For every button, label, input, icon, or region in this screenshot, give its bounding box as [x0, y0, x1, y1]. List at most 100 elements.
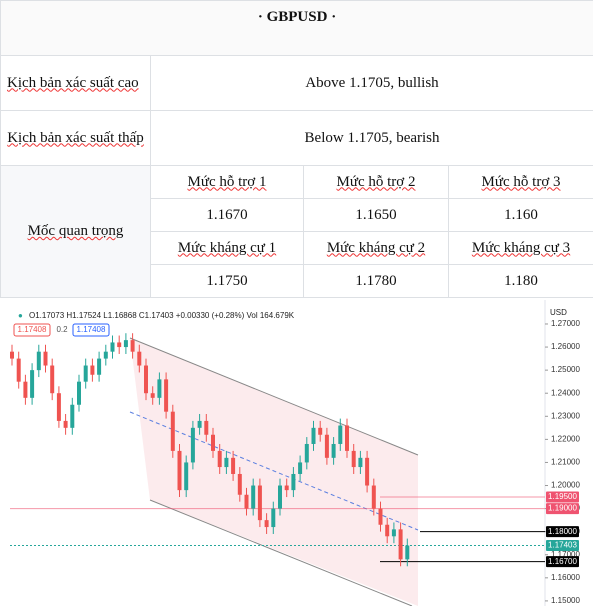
candle-body	[63, 420, 68, 428]
candle-body	[385, 524, 390, 537]
cell: 1.1650	[303, 198, 449, 232]
candle-body	[50, 365, 55, 394]
cell: Below 1.1705, bearish	[149, 110, 593, 166]
candle-body	[123, 340, 128, 348]
y-tick-label: 1.27000	[551, 319, 580, 328]
candle-body	[110, 342, 115, 352]
level-label: 1.17403	[548, 541, 577, 550]
y-tick-label: 1.26000	[551, 342, 580, 351]
candle-body	[271, 508, 276, 528]
cell: 1.180	[447, 264, 593, 298]
candle-body	[365, 457, 370, 486]
channel-fill	[130, 338, 418, 606]
level-label: 1.19000	[548, 504, 577, 513]
level-label: 1.19500	[548, 492, 577, 501]
candle-body	[298, 462, 303, 474]
candle-body	[43, 351, 48, 366]
cell: 1.1670	[150, 198, 304, 232]
cell: Mức hỗ trợ 1	[150, 165, 304, 199]
candle-body	[351, 450, 356, 468]
channel-mid	[129, 411, 419, 531]
cell: 1.160	[447, 198, 593, 232]
candle-body	[170, 411, 175, 451]
candle-body	[371, 485, 376, 509]
candle-body	[345, 425, 349, 451]
candle-body	[150, 393, 155, 398]
candle-body	[36, 351, 41, 371]
level-box	[546, 556, 579, 568]
badge: 0.2	[56, 325, 68, 334]
candle-body	[378, 508, 383, 525]
row-label: Kịch bản xác suất thấp	[0, 110, 151, 166]
channel-lower	[149, 499, 413, 606]
y-tick-label: 1.20000	[551, 481, 580, 490]
candle-body	[10, 351, 14, 359]
y-tick-label: 1.22000	[551, 434, 580, 443]
candle-body	[130, 340, 135, 352]
row-label: Mốc quan trọng	[0, 165, 151, 298]
y-tick-label: 1.24000	[551, 388, 580, 397]
candle-body	[391, 529, 396, 537]
candle-body	[90, 365, 95, 375]
candle-body	[324, 434, 329, 458]
badge: 1.17408	[77, 325, 106, 334]
candle-body	[56, 393, 61, 421]
badge-box	[72, 323, 110, 337]
candle-body	[83, 365, 88, 382]
candle-body	[23, 381, 28, 398]
candle-body	[358, 457, 363, 468]
candle-body	[405, 545, 410, 560]
candle-body	[30, 370, 35, 398]
candle-body	[117, 342, 122, 348]
level-label: 1.18000	[548, 527, 577, 536]
candle-body	[197, 420, 202, 428]
y-tick-label: 1.25000	[551, 365, 580, 374]
candle-body	[304, 443, 309, 463]
candle-body	[338, 425, 343, 444]
cell: Mức kháng cự 3	[447, 231, 593, 265]
candle-body	[224, 457, 229, 468]
y-tick-label: 1.21000	[551, 458, 580, 467]
cell: Mức kháng cự 1	[150, 231, 304, 265]
candle-body	[137, 351, 142, 366]
candle-body	[231, 457, 236, 474]
channel-upper	[129, 337, 419, 456]
candle-body	[157, 379, 162, 398]
y-tick-label: 1.17000	[551, 550, 580, 559]
candle-body	[311, 427, 316, 444]
row-label: Kịch bản xác suất cao	[0, 55, 151, 111]
info-table: · GBPUSD · Kịch bản xác suất cao Above 1.…	[0, 0, 593, 298]
candle-body	[284, 485, 289, 491]
cell: Above 1.1705, bullish	[149, 55, 593, 111]
candle-body	[184, 462, 189, 491]
title: · GBPUSD ·	[0, 0, 593, 56]
candle-body	[257, 485, 262, 521]
chart: ● O1.17073 H1.17524 L1.16868 C1.17403 +0…	[0, 300, 593, 606]
symbol-dot: ●	[18, 311, 23, 320]
y-tick-label: 1.15000	[551, 596, 580, 605]
level-box	[546, 503, 579, 515]
ohlc: O1.17073 H1.17524 L1.16868 C1.17403 +0.0…	[29, 311, 295, 320]
candle-body	[204, 420, 209, 435]
candle-body	[164, 379, 169, 412]
candle-body	[217, 450, 222, 468]
level-box	[546, 491, 579, 503]
candle-body	[251, 485, 256, 509]
candle-body	[103, 351, 108, 359]
candle-body	[16, 358, 21, 382]
candle-body	[331, 443, 336, 458]
cell: 1.1780	[303, 264, 449, 298]
badge: 1.17408	[18, 325, 47, 334]
candle-body	[211, 434, 215, 451]
level-box	[546, 539, 579, 551]
candle-body	[264, 520, 269, 528]
candle-body	[70, 404, 75, 428]
badge-box	[13, 323, 51, 337]
cell: 1.1750	[150, 264, 304, 298]
candle-body	[77, 381, 81, 405]
level-box	[546, 526, 579, 538]
candle-body	[190, 427, 195, 463]
candle-body	[244, 494, 249, 509]
cell: Mức hỗ trợ 2	[303, 165, 449, 199]
cell: Mức kháng cự 2	[303, 231, 449, 265]
